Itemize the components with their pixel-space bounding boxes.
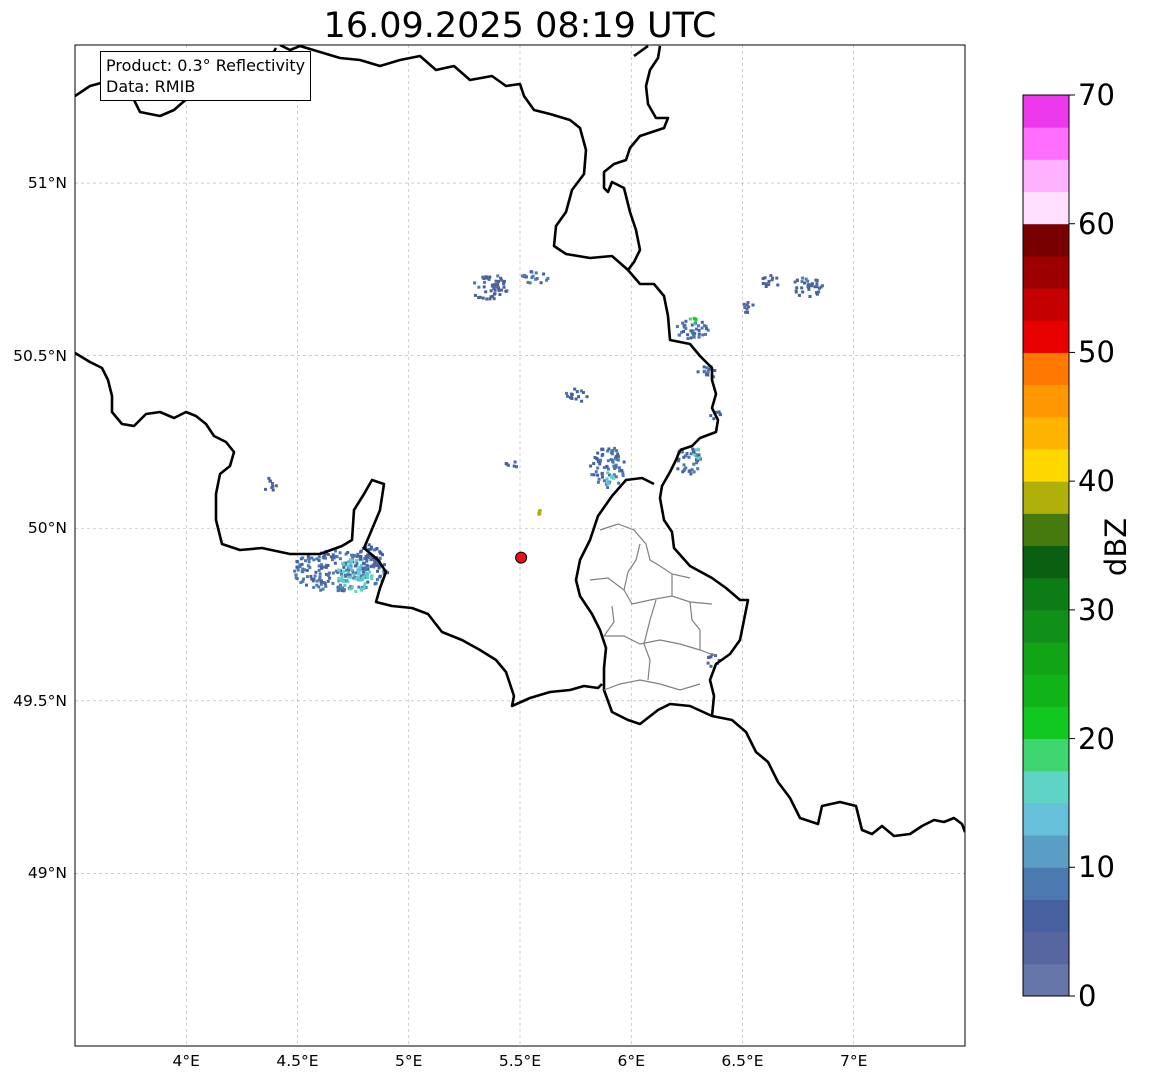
radar-echo-cell [605, 471, 615, 486]
radar-echo-cell [589, 446, 626, 489]
longitude-label: 5°E [395, 1052, 423, 1070]
data-source-label: Data: RMIB [106, 77, 196, 96]
colorbar-segment [1023, 545, 1069, 579]
border-belgium-netherlands [279, 45, 720, 452]
colorbar-segment [1023, 481, 1069, 514]
colorbar-segment [1023, 963, 1069, 997]
colorbar-segment [1023, 223, 1069, 257]
colorbar-tick-label: 0 [1078, 979, 1097, 1013]
colorbar-segment [1023, 288, 1069, 321]
radar-echo-cell [537, 509, 542, 516]
radar-echo-cell [473, 274, 509, 301]
colorbar-tick-label: 10 [1078, 850, 1115, 885]
latitude-label: 49°N [27, 864, 67, 883]
colorbar-frame [1022, 94, 1070, 997]
radar-echo-cell [688, 316, 698, 326]
product-label: Product: 0.3° Reflectivity [106, 56, 306, 75]
colorbar-tick-label: 20 [1078, 721, 1115, 756]
colorbar-segment [1023, 674, 1069, 707]
colorbar-segment [1023, 95, 1069, 128]
colorbar-segment [1023, 255, 1069, 289]
latitude-label: 51°N [27, 174, 67, 193]
map-gridlines [75, 45, 965, 1046]
colorbar-tick-label: 50 [1078, 335, 1115, 370]
radar-echo-cell [504, 460, 518, 469]
colorbar-segment [1023, 577, 1069, 611]
colorbar-segment [1023, 448, 1069, 482]
colorbar-segment [1023, 159, 1069, 193]
map-frame [74, 44, 966, 1047]
longitude-label: 7°E [840, 1052, 868, 1070]
map-title: 16.09.2025 08:19 UTC [323, 6, 717, 46]
colorbar-tick-label: 60 [1078, 206, 1115, 241]
longitude-label: 6.5°E [721, 1052, 764, 1070]
radar-echo-cell [696, 365, 717, 379]
colorbar-tick-label: 40 [1078, 464, 1115, 499]
radar-echo-cell [793, 276, 824, 298]
radar-echo-cell [675, 319, 710, 341]
colorbar-segment [1023, 642, 1069, 675]
longitude-label: 4°E [172, 1052, 200, 1070]
colorbar-segment [1023, 609, 1069, 643]
radar-echo-cell [264, 476, 278, 492]
radar-echo-cell [565, 387, 589, 403]
colorbar-segment [1023, 320, 1069, 353]
colorbar-segment [1023, 384, 1069, 418]
colorbar-segment [1023, 127, 1069, 160]
colorbar-segment [1023, 352, 1069, 386]
latitude-label: 49.5°N [13, 691, 67, 710]
border-luxembourg [574, 449, 750, 726]
longitude-label: 5.5°E [498, 1052, 542, 1070]
colorbar-segment [1023, 770, 1069, 804]
longitude-label: 4.5°E [276, 1052, 319, 1070]
latitude-label: 50.5°N [13, 346, 67, 365]
radar-echo-cell [742, 301, 755, 314]
colorbar-segment [1023, 513, 1069, 546]
colorbar-tick-label: 70 [1078, 78, 1115, 112]
colorbar-segment [1023, 899, 1069, 933]
info-box: Product: 0.3° Reflectivity Data: RMIB [100, 51, 312, 101]
colorbar-segment [1023, 931, 1069, 965]
latitude-label: 50°N [27, 519, 67, 538]
colorbar-segment [1023, 738, 1069, 772]
border-belgium-france-west [75, 351, 603, 708]
colorbar-segment [1023, 867, 1069, 900]
luxembourg-cantons [589, 523, 717, 691]
colorbar-tick-label: 30 [1078, 592, 1115, 627]
colorbar-segment [1023, 802, 1069, 836]
colorbar-label: dBZ [1099, 517, 1133, 577]
radar-echo-cell [693, 447, 701, 460]
colorbar-segment [1023, 706, 1069, 740]
radar-site-marker [515, 551, 528, 564]
radar-echoes [264, 270, 824, 668]
longitude-label: 6°E [617, 1052, 645, 1070]
colorbar-segment [1023, 835, 1069, 868]
colorbar-segment [1023, 191, 1069, 225]
radar-echo-cell [520, 270, 550, 285]
radar-echo-cell [761, 274, 780, 288]
colorbar-segment [1023, 416, 1069, 450]
border-netherlands-germany [602, 45, 670, 271]
border-france-germany-south [711, 714, 965, 838]
colorbar [1022, 94, 1075, 997]
